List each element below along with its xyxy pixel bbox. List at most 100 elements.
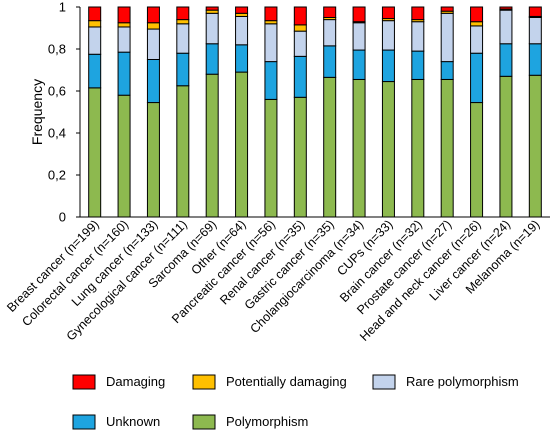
bar-segment-damaging bbox=[176, 6, 190, 21]
bar-segment-potentially-damaging bbox=[293, 24, 307, 32]
bar-segment-unknown bbox=[381, 49, 395, 83]
bar-group-head-and-neck-cancer-n-26 bbox=[470, 6, 484, 218]
legend: Damaging Potentially damaging Rare polymor… bbox=[72, 374, 519, 430]
bar-group-melanoma-n-19 bbox=[528, 6, 542, 218]
bar-segment-rare-polymorphism bbox=[499, 9, 513, 45]
bar-segment-potentially-damaging bbox=[117, 22, 131, 28]
bar-segment-unknown bbox=[235, 44, 249, 73]
bar-segment-unknown bbox=[293, 55, 307, 98]
legend-item-rare-polymorphism: Rare polymorphism bbox=[372, 374, 519, 390]
bar-segment-damaging bbox=[411, 6, 425, 21]
bar-segment-polymorphism bbox=[146, 102, 160, 218]
y-tick-label: 1 bbox=[59, 0, 66, 15]
bar-segment-unknown bbox=[205, 43, 219, 75]
bar-segment-polymorphism bbox=[205, 73, 219, 218]
bar-segment-unknown bbox=[411, 50, 425, 80]
y-tick-label: 0,8 bbox=[48, 42, 66, 57]
bar-segment-polymorphism bbox=[293, 96, 307, 218]
bar-group-prostate-cancer-n-27 bbox=[440, 6, 454, 218]
bar-segment-potentially-damaging bbox=[146, 22, 160, 30]
bar-segment-polymorphism bbox=[528, 74, 542, 218]
bar-segment-damaging bbox=[528, 6, 542, 17]
y-tick-label: 0,2 bbox=[48, 168, 66, 183]
legend-swatch bbox=[192, 374, 216, 390]
bar-segment-rare-polymorphism bbox=[381, 20, 395, 51]
y-tick-label: 0 bbox=[59, 210, 66, 225]
legend-swatch bbox=[72, 414, 96, 430]
bar-segment-unknown bbox=[470, 52, 484, 104]
bar-segment-unknown bbox=[499, 43, 513, 77]
legend-label: Rare polymorphism bbox=[406, 374, 519, 389]
bar-segment-polymorphism bbox=[264, 98, 278, 218]
bar-segment-damaging bbox=[117, 6, 131, 24]
bar-segment-polymorphism bbox=[176, 85, 190, 218]
bar-segment-polymorphism bbox=[470, 102, 484, 218]
legend-label: Polymorphism bbox=[226, 414, 308, 429]
bar-segment-rare-polymorphism bbox=[117, 26, 131, 53]
legend-swatch bbox=[72, 374, 96, 390]
bar-segment-unknown bbox=[117, 51, 131, 96]
bar-segment-unknown bbox=[323, 45, 337, 78]
bar-segment-damaging bbox=[205, 6, 219, 11]
y-tick-label: 0,6 bbox=[48, 84, 66, 99]
bar-segment-polymorphism bbox=[352, 78, 366, 218]
bar-group-gynecological-cancer-n-111 bbox=[176, 6, 190, 218]
bars bbox=[88, 6, 542, 218]
bar-segment-potentially-damaging bbox=[470, 21, 484, 27]
bar-segment-rare-polymorphism bbox=[205, 12, 219, 45]
bar-segment-polymorphism bbox=[381, 81, 395, 218]
bar-group-cups-n-33 bbox=[381, 6, 395, 218]
bar-segment-rare-polymorphism bbox=[470, 25, 484, 54]
bar-segment-damaging bbox=[352, 6, 366, 23]
bar-group-cholangiocarcinoma-n-34 bbox=[352, 6, 366, 218]
bar-segment-polymorphism bbox=[411, 78, 425, 218]
bar-segment-damaging bbox=[264, 6, 278, 22]
bar-segment-rare-polymorphism bbox=[293, 30, 307, 57]
bar-segment-unknown bbox=[176, 52, 190, 87]
bar-segment-potentially-damaging bbox=[176, 19, 190, 25]
legend-item-potentially-damaging: Potentially damaging bbox=[192, 374, 347, 390]
bar-segment-polymorphism bbox=[88, 87, 102, 218]
bar-segment-damaging bbox=[323, 6, 337, 18]
x-axis: Breast cancer (n=199)Colorectal cancer (… bbox=[4, 216, 550, 344]
bar-group-brain-cancer-n-32 bbox=[411, 6, 425, 218]
bar-segment-polymorphism bbox=[117, 94, 131, 218]
bar-segment-polymorphism bbox=[440, 78, 454, 218]
legend-label: Damaging bbox=[106, 374, 165, 389]
bar-segment-rare-polymorphism bbox=[352, 22, 366, 51]
bar-segment-unknown bbox=[440, 61, 454, 80]
bar-group-pancreatic-cancer-n-56 bbox=[264, 6, 278, 218]
bar-group-colorectal-cancer-n-160 bbox=[117, 6, 131, 218]
bar-group-liver-cancer-n-24 bbox=[499, 6, 513, 218]
bar-group-breast-cancer-n-199 bbox=[88, 6, 102, 218]
bar-segment-unknown bbox=[352, 49, 366, 80]
bar-group-renal-cancer-n-35 bbox=[293, 6, 307, 218]
bar-segment-rare-polymorphism bbox=[88, 26, 102, 55]
legend-swatch bbox=[192, 414, 216, 430]
legend-swatch bbox=[372, 374, 396, 390]
bar-segment-rare-polymorphism bbox=[411, 21, 425, 52]
bar-segment-unknown bbox=[528, 43, 542, 76]
bar-segment-rare-polymorphism bbox=[264, 23, 278, 63]
bar-segment-damaging bbox=[440, 6, 454, 12]
bar-segment-damaging bbox=[499, 6, 513, 10]
y-axis: 0 0,2 0,4 0,6 0,8 1 bbox=[48, 0, 81, 225]
bar-segment-rare-polymorphism bbox=[528, 17, 542, 45]
bar-segment-unknown bbox=[146, 59, 160, 104]
bar-segment-unknown bbox=[264, 61, 278, 100]
legend-item-unknown: Unknown bbox=[72, 414, 160, 430]
bar-segment-damaging bbox=[470, 6, 484, 23]
bar-segment-damaging bbox=[293, 6, 307, 26]
bar-segment-damaging bbox=[88, 6, 102, 22]
bar-segment-rare-polymorphism bbox=[440, 12, 454, 63]
bar-segment-damaging bbox=[146, 6, 160, 24]
bar-group-gastric-cancer-n-35 bbox=[323, 6, 337, 218]
bar-segment-unknown bbox=[88, 53, 102, 89]
bar-segment-rare-polymorphism bbox=[323, 19, 337, 47]
bar-group-lung-cancer-n-133 bbox=[146, 6, 160, 218]
bar-segment-rare-polymorphism bbox=[235, 15, 249, 46]
y-tick-label: 0,4 bbox=[48, 126, 66, 141]
bar-segment-polymorphism bbox=[323, 76, 337, 218]
y-axis-label: Frequency bbox=[29, 79, 45, 145]
bar-segment-damaging bbox=[235, 6, 249, 14]
